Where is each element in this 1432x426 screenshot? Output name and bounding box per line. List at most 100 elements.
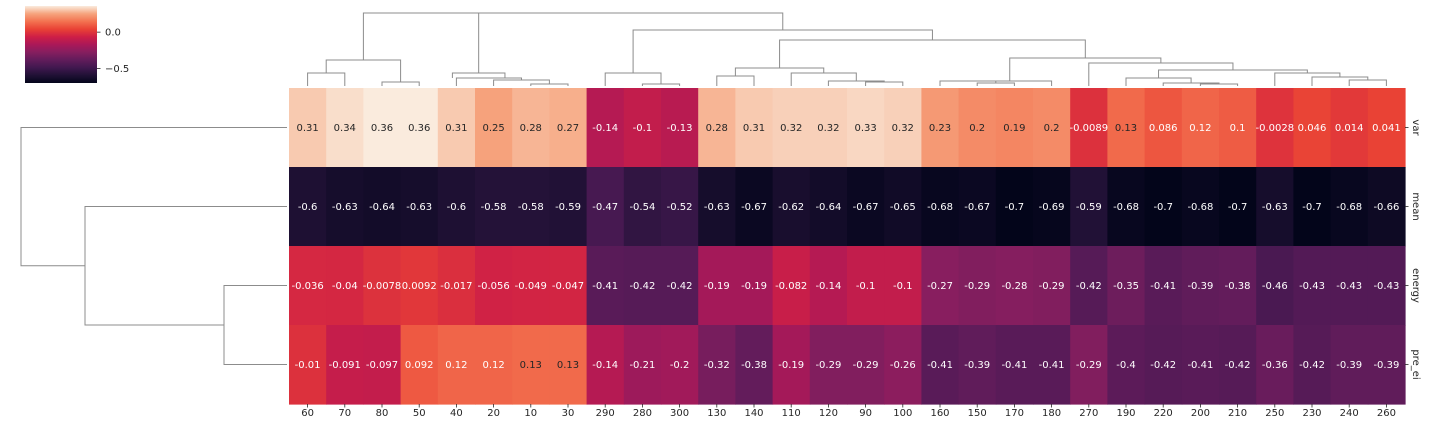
cell-value-label: -0.39 — [964, 360, 990, 371]
cell-value-label: 0.12 — [1189, 123, 1211, 134]
dendrogram-link — [967, 80, 1053, 86]
dendrogram-link — [1125, 77, 1192, 86]
cell-value-label: -0.0028 — [1255, 123, 1294, 134]
x-tick-label: 190 — [1116, 408, 1135, 419]
x-tick-label: 280 — [633, 408, 652, 419]
cell-value-label: -0.39 — [1187, 281, 1213, 292]
dendrogram-link — [1158, 69, 1308, 78]
cell-value-label: -0.19 — [778, 360, 804, 371]
cell-value-label: -0.65 — [890, 202, 916, 213]
colorbar-tick-label: 0.0 — [105, 28, 121, 39]
x-tick-label: 70 — [338, 408, 351, 419]
heatmap-cell — [809, 88, 848, 168]
x-tick-label: 130 — [707, 408, 726, 419]
cell-value-label: 0.092 — [405, 360, 434, 371]
heatmap-cell — [1144, 325, 1183, 405]
heatmap-cell — [475, 325, 513, 405]
heatmap-cell — [1070, 325, 1108, 405]
cell-value-label: -0.35 — [1113, 281, 1139, 292]
cell-value-label: -0.59 — [555, 202, 581, 213]
x-tick-label: 40 — [450, 408, 463, 419]
heatmap-cell — [1293, 246, 1332, 326]
cell-value-label: -0.7 — [1005, 202, 1025, 213]
heatmap-cell — [623, 167, 662, 247]
cell-value-label: -0.32 — [704, 360, 730, 371]
cell-value-label: -0.14 — [592, 360, 618, 371]
cell-value-label: 0.1 — [1230, 123, 1246, 134]
x-tick-label: 10 — [524, 408, 537, 419]
heatmap-cell — [400, 167, 439, 247]
heatmap-cell — [437, 167, 476, 247]
cell-value-label: -0.42 — [667, 281, 693, 292]
y-tick-label: mean — [1410, 192, 1421, 220]
cell-value-label: -0.049 — [515, 281, 547, 292]
cell-value-label: -0.58 — [518, 202, 544, 213]
heatmap-cell — [400, 325, 439, 405]
cell-value-label: -0.52 — [667, 202, 693, 213]
cell-value-label: 0.31 — [296, 123, 318, 134]
heatmap-cells — [289, 88, 1406, 405]
heatmap-cell — [549, 167, 588, 247]
cell-value-label: -0.097 — [366, 360, 398, 371]
column-dendrogram — [307, 12, 1387, 86]
cell-value-label: -0.41 — [1150, 281, 1176, 292]
cell-value-label: -0.047 — [552, 281, 584, 292]
heatmap-cell — [623, 325, 662, 405]
heatmap-cell — [289, 88, 327, 168]
heatmap-cell — [1144, 167, 1183, 247]
cell-value-label: -0.47 — [592, 202, 618, 213]
x-tick-label: 160 — [930, 408, 949, 419]
cell-value-label: -0.1 — [633, 123, 653, 134]
cell-value-label: 0.27 — [557, 123, 579, 134]
heatmap-cell — [1181, 88, 1220, 168]
heatmap-cell — [437, 88, 476, 168]
x-tick-label: 140 — [744, 408, 763, 419]
x-tick-label: 120 — [819, 408, 838, 419]
cell-value-label: -0.28 — [1001, 281, 1027, 292]
heatmap-cell — [772, 88, 811, 168]
dendrogram-link — [734, 67, 825, 76]
y-tick-label: var — [1410, 119, 1421, 136]
cell-value-label: -0.036 — [291, 281, 323, 292]
cell-value-label: 0.31 — [743, 123, 765, 134]
heatmap-cell — [847, 246, 885, 326]
heatmap-cell — [995, 246, 1034, 326]
cell-value-label: -0.38 — [741, 360, 767, 371]
cell-value-label: -0.19 — [741, 281, 767, 292]
cell-value-label: 0.13 — [557, 360, 579, 371]
dendrogram-link — [1199, 83, 1239, 86]
cell-value-label: -0.091 — [329, 360, 361, 371]
y-axis-ticks: var mean energy pre_ei — [1405, 119, 1421, 380]
heatmap-cell — [1256, 325, 1294, 405]
heatmap-cell — [1070, 246, 1108, 326]
heatmap-cell — [884, 88, 922, 168]
heatmap-cell — [1144, 88, 1183, 168]
heatmap-cell — [475, 167, 513, 247]
cell-value-label: -0.41 — [1001, 360, 1027, 371]
x-tick-label: 250 — [1265, 408, 1284, 419]
heatmap-cell — [661, 325, 699, 405]
cell-value-label: -0.27 — [927, 281, 953, 292]
cell-value-label: -0.54 — [629, 202, 655, 213]
cell-value-label: 0.086 — [1149, 123, 1178, 134]
heatmap-cell — [512, 246, 550, 326]
dendrogram-link — [790, 72, 857, 86]
x-tick-label: 290 — [596, 408, 615, 419]
heatmap-cell — [326, 325, 364, 405]
dendrogram-link — [455, 77, 522, 86]
heatmap-cell — [884, 246, 922, 326]
cell-value-label: 0.36 — [371, 123, 393, 134]
heatmap-cell — [661, 246, 699, 326]
heatmap-cell — [1107, 325, 1146, 405]
dendrogram-link — [779, 39, 1086, 68]
heatmap-cell — [400, 246, 439, 326]
heatmap-cell — [1256, 88, 1294, 168]
x-tick-label: 20 — [487, 408, 500, 419]
heatmap-cell — [995, 88, 1034, 168]
row-dendrogram — [20, 127, 287, 365]
cell-value-label: -0.7 — [1153, 202, 1173, 213]
heatmap-cell — [549, 88, 588, 168]
cell-value-label: -0.29 — [853, 360, 879, 371]
heatmap-cell — [698, 325, 736, 405]
